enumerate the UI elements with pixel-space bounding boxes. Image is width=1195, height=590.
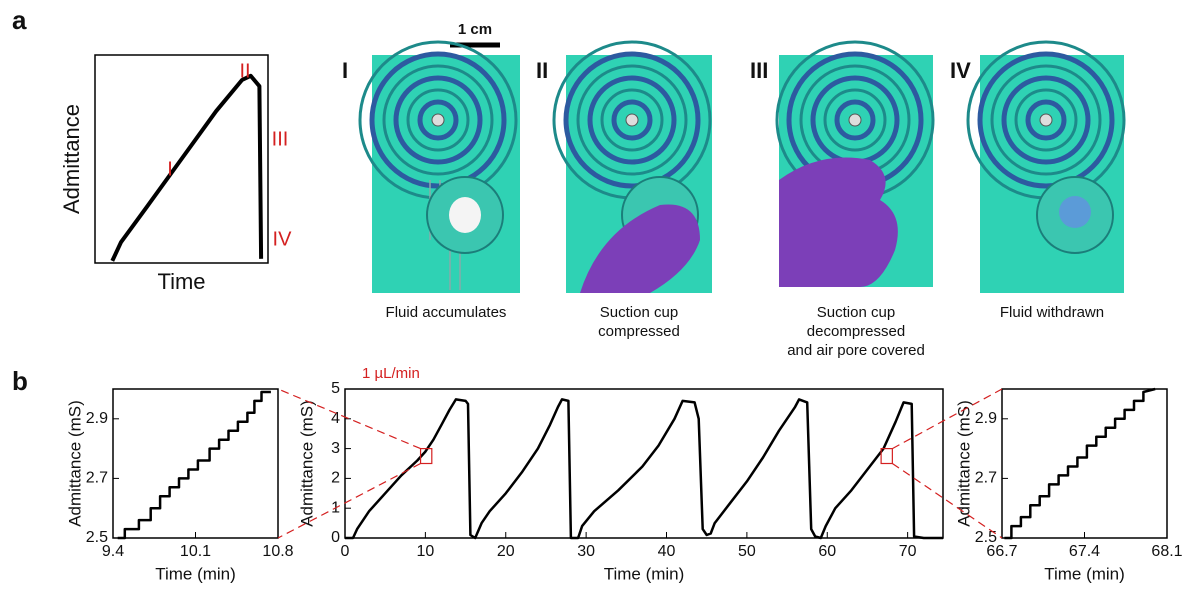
y-tick-label: 2.7 [86, 470, 108, 487]
annotation: IV [273, 228, 293, 250]
photo-caption: compressed [598, 323, 680, 340]
y-tick-label: 0 [331, 529, 340, 546]
y-axis-label: Admittance (mS) [297, 400, 316, 527]
y-tick-label: 2.7 [975, 470, 997, 487]
photo [968, 42, 1124, 293]
photo-caption: Fluid accumulates [386, 304, 507, 321]
x-axis-label: Time (min) [155, 564, 236, 583]
y-axis-label: Admittance (mS) [65, 400, 84, 527]
x-tick-label: 67.4 [1069, 543, 1100, 560]
y-tick-label: 2.5 [975, 529, 997, 546]
photo-caption: and air pore covered [787, 342, 925, 359]
photo-label: IV [950, 58, 971, 83]
data-line [117, 390, 271, 540]
annotation: 1 µL/min [362, 365, 420, 382]
x-tick-label: 10.1 [180, 543, 211, 560]
x-axis-label: Time (min) [1044, 564, 1125, 583]
x-tick-label: 9.4 [102, 543, 124, 560]
y-tick-label: 5 [331, 380, 340, 397]
plot-frame [94, 54, 269, 264]
zoom-connector [892, 388, 1003, 450]
zoom-connector [892, 463, 1003, 539]
x-tick-label: 30 [577, 543, 595, 560]
photo-label: III [750, 58, 768, 83]
photo-label: II [536, 58, 548, 83]
y-tick-label: 2.9 [975, 410, 997, 427]
x-tick-label: 10.8 [262, 543, 293, 560]
y-axis-label: Admittance (mS) [954, 400, 973, 527]
annotation: I [167, 158, 173, 180]
data-line [345, 398, 943, 540]
x-tick-label: 10 [416, 543, 434, 560]
scale-bar-label: 1 cm [458, 21, 492, 38]
annotation: II [239, 60, 250, 82]
zoom-box [419, 448, 433, 465]
photo [777, 42, 933, 287]
y-tick-label: 2 [331, 470, 340, 487]
photo-caption: Suction cup [600, 304, 678, 321]
photo-label: I [342, 58, 348, 83]
photo-caption: Suction cup [817, 304, 895, 321]
x-axis-label: Time [157, 269, 205, 294]
y-tick-label: 2.9 [86, 410, 108, 427]
photo-caption: decompressed [807, 323, 905, 340]
annotation: III [272, 128, 289, 150]
photo [554, 42, 712, 293]
y-tick-label: 3 [331, 440, 340, 457]
x-tick-label: 66.7 [986, 543, 1017, 560]
y-tick-label: 4 [331, 410, 340, 427]
panel-label: a [12, 5, 27, 35]
x-tick-label: 40 [658, 543, 676, 560]
plot-frame [344, 388, 944, 539]
x-tick-label: 68.1 [1151, 543, 1182, 560]
x-tick-label: 0 [341, 543, 350, 560]
zoom-box [880, 448, 893, 465]
y-axis-label: Admittance [59, 104, 84, 214]
x-tick-label: 70 [899, 543, 917, 560]
panel-label: b [12, 366, 28, 396]
y-tick-label: 2.5 [86, 529, 108, 546]
x-tick-label: 50 [738, 543, 756, 560]
data-line [110, 73, 264, 262]
x-tick-label: 20 [497, 543, 515, 560]
photo-caption: Fluid withdrawn [1000, 304, 1104, 321]
x-tick-label: 60 [818, 543, 836, 560]
data-line [1004, 387, 1156, 540]
zoom-connector [277, 462, 421, 539]
plot-frame [1001, 388, 1168, 539]
photo [360, 42, 520, 293]
x-axis-label: Time (min) [604, 564, 685, 583]
